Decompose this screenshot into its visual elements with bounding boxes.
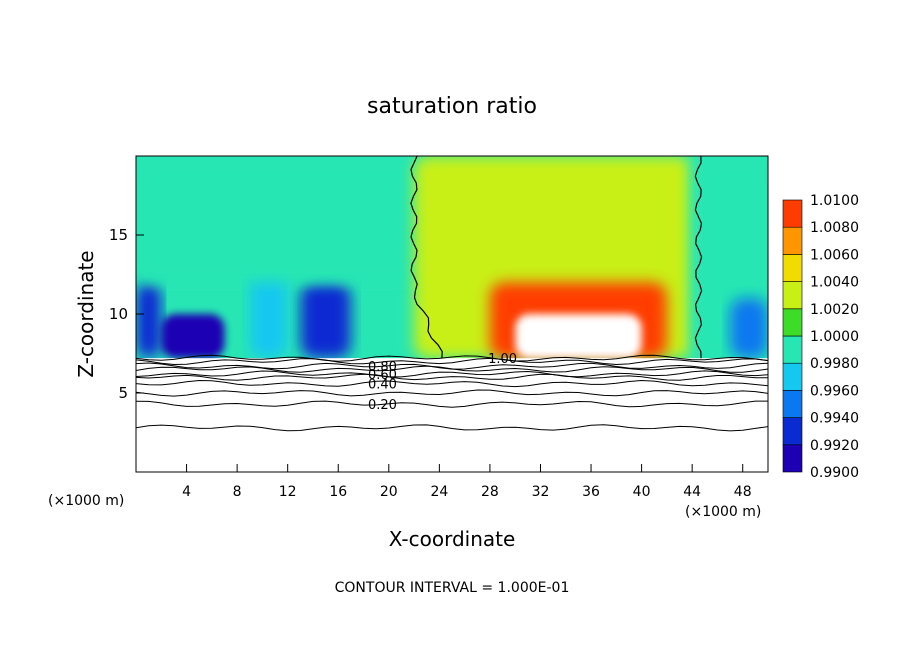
colorbar-swatch xyxy=(782,444,803,473)
contour-line-9 xyxy=(136,357,768,366)
colorbar-label: 1.0020 xyxy=(810,302,859,318)
colorbar-label: 1.0040 xyxy=(810,275,859,291)
x-axis: 4 8 12 16 20 24 28 32 36 40 44 48 xyxy=(182,464,752,500)
x-unit-left: (×1000 m) xyxy=(48,493,124,509)
contour-label: 0.20 xyxy=(368,398,397,413)
contour-line-1 xyxy=(136,424,768,432)
colorbar-label: 0.9920 xyxy=(810,438,859,454)
colorbar-label: 1.0060 xyxy=(810,247,859,263)
x-tick-label: 20 xyxy=(380,484,398,500)
contour-line-6 xyxy=(136,370,768,378)
contour-label: 0.80 xyxy=(368,360,397,375)
x-tick-label: 32 xyxy=(532,484,550,500)
contour-label: 1.00 xyxy=(488,352,517,367)
contour-label: 0.40 xyxy=(368,378,397,393)
y-tick-label: 10 xyxy=(109,305,128,323)
x-tick-label: 24 xyxy=(430,484,448,500)
colorbar-swatch xyxy=(782,281,803,310)
x-tick-label: 48 xyxy=(734,484,752,500)
contour-line-4 xyxy=(136,379,768,388)
colorbar-swatch xyxy=(782,390,803,418)
saturation-field xyxy=(136,156,768,472)
chart-title: saturation ratio xyxy=(367,94,537,119)
field-region-8 xyxy=(515,314,642,359)
x-tick-label: 4 xyxy=(182,484,191,500)
x-unit-right: (×1000 m) xyxy=(685,504,761,520)
colorbar-swatch xyxy=(782,308,803,337)
contour-line-5 xyxy=(136,373,768,381)
y-tick-label: 5 xyxy=(118,384,128,402)
unity-contour-1 xyxy=(410,156,443,359)
field-region-10 xyxy=(730,298,768,359)
y-axis: 5 10 15 xyxy=(109,226,144,402)
ground-region xyxy=(136,358,768,472)
colorbar-label: 1.0100 xyxy=(810,193,859,209)
x-tick-label: 36 xyxy=(582,484,600,500)
contour-line-2 xyxy=(136,400,768,408)
colorbar-swatch xyxy=(782,254,803,282)
x-tick-label: 44 xyxy=(683,484,701,500)
field-region-5 xyxy=(136,156,415,283)
x-tick-label: 28 xyxy=(481,484,499,500)
colorbar-swatch xyxy=(782,335,803,364)
field-region-2 xyxy=(161,314,225,359)
plot-area: 0.20 0.400.600.80 1.00 xyxy=(136,156,768,472)
colorbar-label: 0.9980 xyxy=(810,356,859,372)
colorbar-label: 1.0080 xyxy=(810,220,859,236)
field-region-3 xyxy=(300,282,351,359)
y-tick-label: 15 xyxy=(109,226,128,244)
colorbar-label: 0.9940 xyxy=(810,411,859,427)
colorbar-label: 0.9900 xyxy=(810,465,859,481)
colorbar-swatch xyxy=(782,199,803,228)
colorbar-swatch xyxy=(782,362,803,391)
x-tick-label: 40 xyxy=(633,484,651,500)
colorbar-label: 0.9960 xyxy=(810,383,859,399)
colorbar: 0.9900 0.9920 0.9940 0.9960 0.9980 1.0000 1.00… xyxy=(782,193,859,481)
contour-line-3 xyxy=(136,389,768,397)
colorbar-swatch xyxy=(782,417,803,446)
field-region-1 xyxy=(136,282,162,359)
colorbar-label: 1.0000 xyxy=(810,329,859,345)
x-axis-label: X-coordinate xyxy=(389,527,516,551)
unity-contour-2 xyxy=(694,156,703,359)
x-tick-label: 8 xyxy=(233,484,242,500)
y-axis-label: Z-coordinate xyxy=(74,250,98,377)
contour-interval-note: CONTOUR INTERVAL = 1.000E-01 xyxy=(335,580,570,596)
x-tick-label: 12 xyxy=(279,484,297,500)
contour-label: 0.60 xyxy=(368,368,397,383)
colorbar-swatch xyxy=(782,226,803,255)
x-tick-label: 16 xyxy=(329,484,347,500)
contour-lines: 0.20 0.400.600.80 1.00 xyxy=(136,156,768,432)
contour-line-10 xyxy=(136,354,768,362)
contour-line-8 xyxy=(136,362,768,370)
